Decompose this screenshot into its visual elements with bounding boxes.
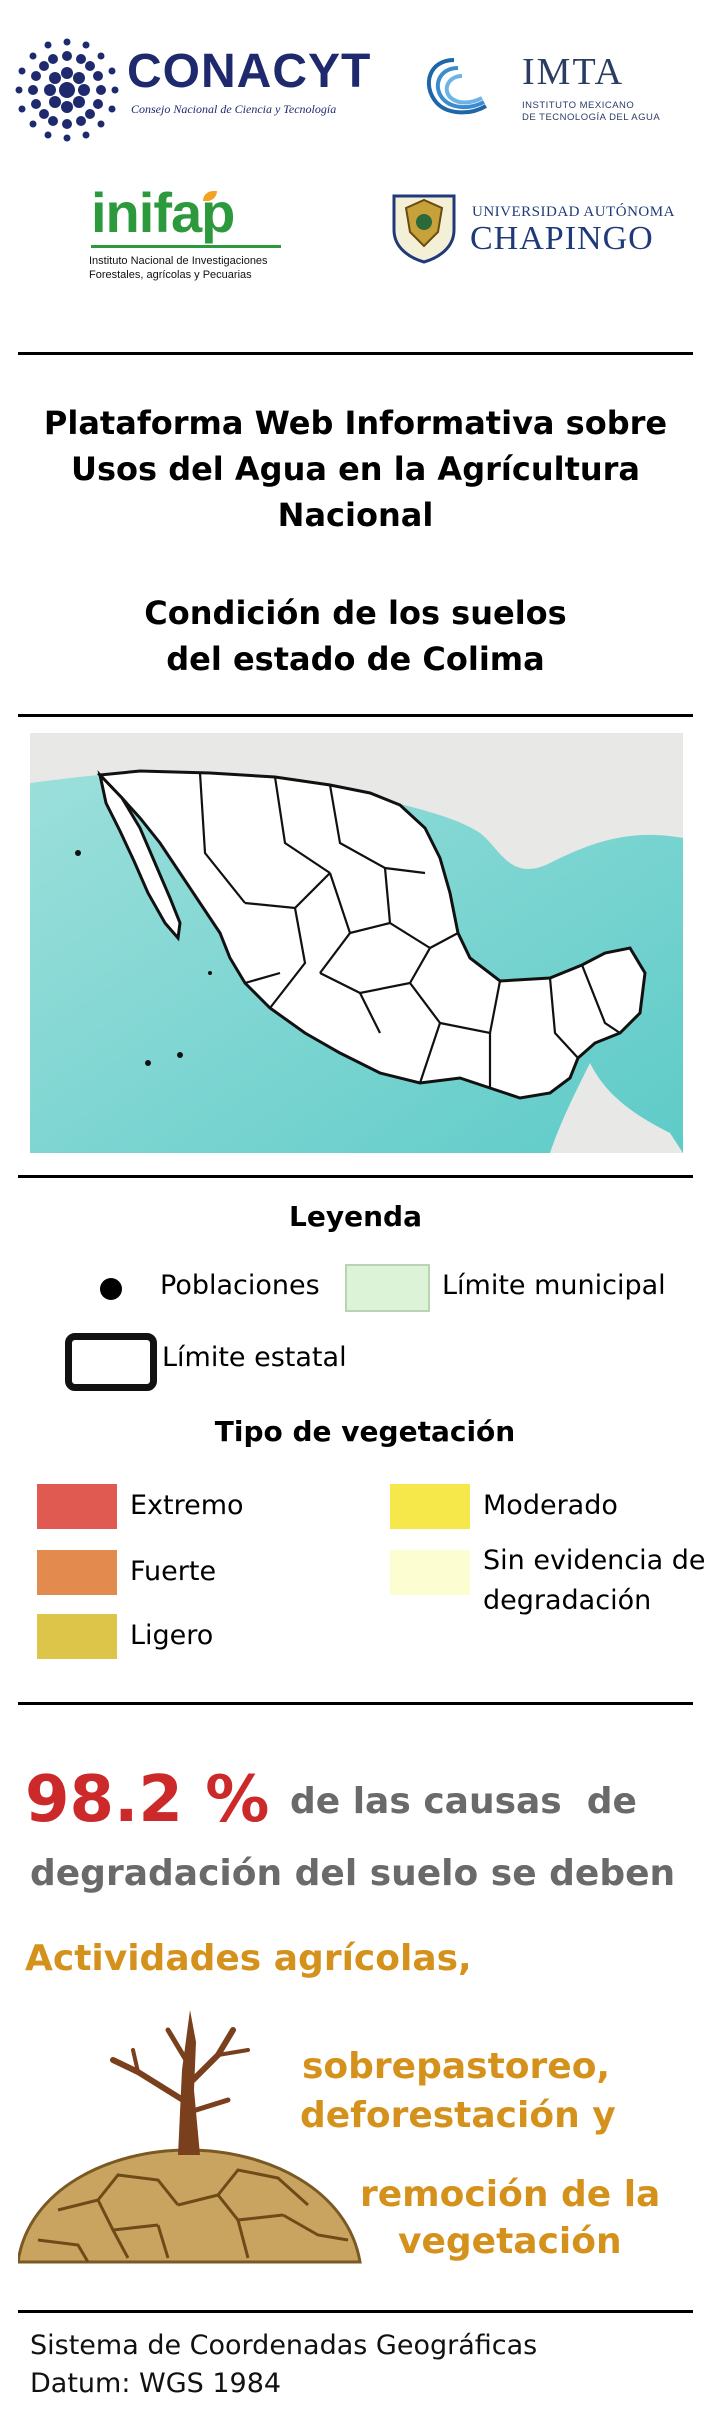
imta-wave-icon xyxy=(426,58,488,115)
imta-name: IMTA xyxy=(522,51,625,93)
vegetation-heading: Tipo de vegetación xyxy=(214,1415,516,1448)
legend-poblaciones: Poblaciones xyxy=(160,1270,320,1301)
stats-line1: de las causas de xyxy=(290,1781,637,1822)
swatch-extremo xyxy=(37,1484,117,1529)
poblaciones-icon xyxy=(100,1278,122,1300)
page-subtitle-line2: del estado de Colima xyxy=(166,640,545,678)
cause-remocion: remoción de la xyxy=(360,2174,661,2215)
conacyt-name: CONACYT xyxy=(127,45,372,98)
swatch-fuerte xyxy=(37,1550,117,1595)
legend-ligero: Ligero xyxy=(130,1620,214,1651)
legend-extremo: Extremo xyxy=(130,1490,244,1521)
page-subtitle-line1: Condición de los suelos xyxy=(144,594,567,632)
inifap-line1: Instituto Nacional de Investigaciones xyxy=(89,255,268,267)
divider-1 xyxy=(18,352,693,355)
page-title-line3: Nacional xyxy=(277,496,434,534)
estatal-swatch xyxy=(65,1333,157,1391)
inifap-underline xyxy=(91,245,281,248)
legend-moderado: Moderado xyxy=(483,1490,618,1521)
cause-vegetacion: vegetación xyxy=(398,2221,622,2262)
conacyt-tagline: Consejo Nacional de Ciencia y Tecnología xyxy=(131,102,337,116)
divider-5 xyxy=(18,2310,693,2313)
chapingo-shield-icon xyxy=(392,194,456,264)
swatch-sin-evidencia xyxy=(390,1550,470,1595)
swatch-moderado xyxy=(390,1484,470,1529)
inifap-line2: Forestales, agrícolas y Pecuarias xyxy=(89,269,252,281)
legend-sin-evidencia-line1: Sin evidencia de xyxy=(483,1545,706,1576)
page-title-line2: Usos del Agua en la Agrícultura xyxy=(70,450,641,488)
imta-line2: DE TECNOLOGÍA DEL AGUA xyxy=(522,112,661,123)
imta-line1: INSTITUTO MEXICANO xyxy=(522,100,635,111)
legend-fuerte: Fuerte xyxy=(130,1556,217,1587)
cause-deforestacion: deforestación y xyxy=(300,2095,616,2136)
chapingo-line2: CHAPINGO xyxy=(470,220,654,257)
footer-datum: Datum: WGS 1984 xyxy=(30,2368,282,2399)
legend-limite-municipal: Límite municipal xyxy=(442,1270,666,1301)
stats-line2: degradación del suelo se deben xyxy=(30,1853,676,1894)
legend-sin-evidencia-line2: degradación xyxy=(483,1585,652,1616)
conacyt-logo: CONACYT Consejo Nacional de Ciencia y Te… xyxy=(15,38,375,142)
cause-sobrepastoreo: sobrepastoreo, xyxy=(302,2046,611,2087)
dead-tree-illustration xyxy=(18,2010,362,2264)
legend-heading: Leyenda xyxy=(289,1200,422,1233)
footer-coord-system: Sistema de Coordenadas Geográficas xyxy=(30,2330,538,2361)
inifap-logo: inifap Instituto Nacional de Investigaci… xyxy=(85,185,305,295)
page-title-line1: Plataforma Web Informativa sobre xyxy=(43,404,668,442)
chapingo-line1: UNIVERSIDAD AUTÓNOMA xyxy=(472,204,675,220)
inifap-leaf-icon xyxy=(203,191,217,201)
conacyt-emblem-icon xyxy=(15,38,119,142)
percent-value: 98.2 % xyxy=(25,1763,270,1837)
divider-3 xyxy=(18,1175,693,1178)
legend-limite-estatal: Límite estatal xyxy=(162,1342,347,1373)
chapingo-logo: UNIVERSIDAD AUTÓNOMA CHAPINGO xyxy=(388,190,698,270)
mexico-map xyxy=(30,733,683,1153)
imta-logo: IMTA INSTITUTO MEXICANO DE TECNOLOGÍA DE… xyxy=(414,50,694,140)
swatch-ligero xyxy=(37,1614,117,1659)
divider-4 xyxy=(18,1702,693,1705)
municipal-swatch xyxy=(345,1264,430,1312)
divider-2 xyxy=(18,714,693,717)
cause-agricolas: Actividades agrícolas, xyxy=(25,1938,472,1979)
mexico-map-graphic xyxy=(30,733,683,1153)
